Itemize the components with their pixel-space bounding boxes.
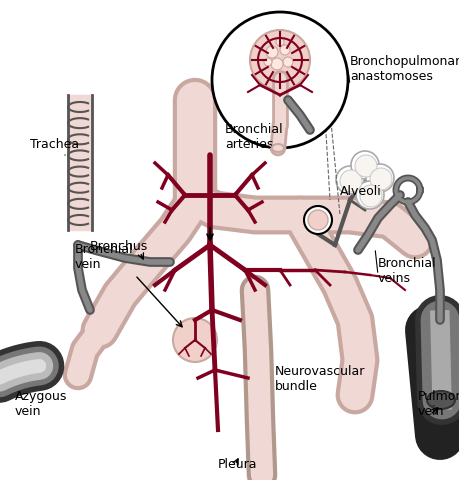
Circle shape [340, 170, 362, 192]
Text: Alveoli: Alveoli [340, 185, 382, 198]
Text: Neurovascular
bundle: Neurovascular bundle [275, 365, 365, 393]
Text: Bronchial
veins: Bronchial veins [378, 257, 437, 285]
Circle shape [212, 12, 348, 148]
Ellipse shape [427, 391, 455, 409]
Circle shape [271, 58, 283, 70]
Circle shape [370, 168, 392, 190]
Text: Bronchial
arteries: Bronchial arteries [225, 123, 284, 151]
Circle shape [276, 38, 284, 46]
Circle shape [355, 155, 377, 177]
Circle shape [264, 58, 272, 66]
Text: Bronchus: Bronchus [90, 240, 148, 253]
Circle shape [351, 151, 379, 179]
Text: Bronchopulmonary
anastomoses: Bronchopulmonary anastomoses [350, 55, 459, 83]
Circle shape [356, 181, 384, 209]
Circle shape [173, 318, 217, 362]
Circle shape [308, 210, 328, 230]
Circle shape [336, 166, 364, 194]
Circle shape [280, 45, 290, 55]
Text: Azygous
vein: Azygous vein [15, 390, 67, 418]
Text: Pulmonary
vein: Pulmonary vein [418, 390, 459, 418]
Circle shape [250, 30, 310, 90]
Circle shape [283, 57, 293, 67]
Ellipse shape [272, 144, 284, 152]
Circle shape [266, 46, 278, 58]
Text: Trachea: Trachea [30, 138, 79, 151]
Text: Pleura: Pleura [218, 458, 257, 471]
Circle shape [304, 206, 332, 234]
Text: Bronchial
vein: Bronchial vein [75, 243, 134, 271]
Circle shape [360, 185, 382, 207]
Circle shape [366, 164, 394, 192]
